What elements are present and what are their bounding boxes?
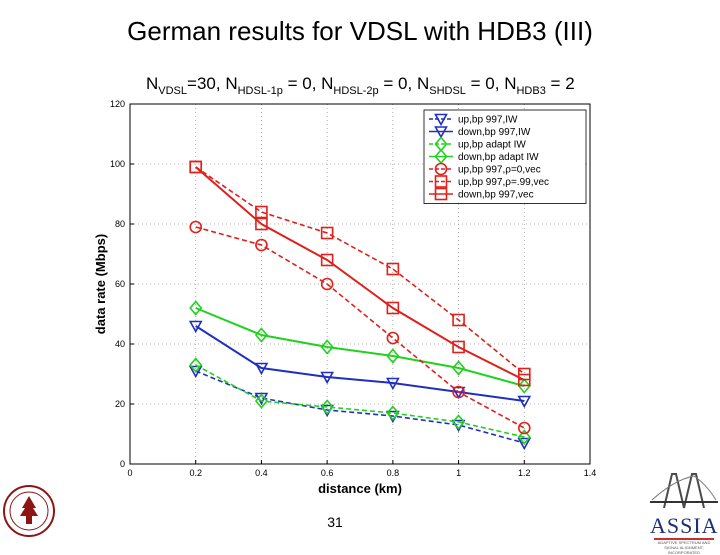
data-point: [452, 414, 466, 430]
data-point: [255, 238, 268, 252]
data-point: [254, 362, 269, 376]
x-tick-label: 0.4: [255, 468, 268, 478]
slide-title: German results for VDSL with HDB3 (III): [127, 16, 593, 46]
data-point: [254, 393, 268, 409]
data-point: [517, 421, 531, 435]
data-point: [189, 300, 203, 316]
formula-term-hdsl-2p: NHDSL-2p = 0,: [321, 74, 417, 97]
assia-underline: [654, 538, 714, 540]
series-line: [195, 325, 525, 402]
data-point: [517, 373, 531, 387]
data-point: [517, 378, 531, 394]
formula-term-hdb3: NHDB3 = 2: [504, 74, 575, 97]
data-point: [517, 437, 532, 451]
legend-label: up,bp 997,ρ=.99,vec: [458, 177, 549, 188]
legend-marker: [434, 187, 448, 201]
data-point: [254, 327, 268, 343]
x-tick-label: 1: [456, 468, 461, 478]
x-tick-label: 0.6: [321, 468, 334, 478]
data-point: [320, 371, 334, 385]
bridge-icon: [650, 473, 718, 509]
x-tick-label: 1.4: [584, 468, 597, 478]
data-point: [386, 262, 400, 276]
data-point: [255, 205, 268, 219]
y-tick-label: 20: [115, 399, 125, 409]
y-tick-label: 80: [115, 219, 125, 229]
series-line: [195, 166, 525, 381]
series-line: [195, 166, 525, 375]
data-point: [452, 340, 465, 354]
data-point: [320, 339, 334, 355]
data-point: [451, 386, 466, 400]
data-point: [188, 365, 203, 379]
x-tick-label: 1.2: [518, 468, 531, 478]
legend-label: up,bp adapt IW: [458, 140, 526, 151]
data-point: [189, 160, 203, 174]
data-point: [320, 226, 334, 240]
legend-marker: [434, 126, 448, 139]
legend-label: up,bp 997,IW: [458, 115, 518, 126]
data-point: [386, 331, 400, 345]
data-point: [255, 217, 268, 231]
data-point: [320, 253, 334, 267]
data-point: [189, 220, 203, 234]
formula-term-vdsl: NVDSL=30,: [146, 74, 226, 97]
data-point: [517, 429, 531, 445]
x-tick-label: 0.2: [189, 468, 202, 478]
data-point: [452, 385, 465, 399]
y-tick-label: 100: [110, 159, 125, 169]
legend-marker: [434, 162, 448, 176]
y-tick-label: 40: [115, 339, 125, 349]
y-tick-label: 120: [110, 99, 125, 109]
data-point: [386, 301, 400, 315]
assia-wordmark: ASSIA: [650, 513, 719, 538]
data-point: [517, 395, 532, 409]
data-point: [386, 377, 400, 391]
data-rate-chart: 0 0.2 0.4 0.6 0.8 1 1.2 1.4 0 20 40 60 80 100 120 dista…: [93, 99, 597, 496]
x-tick-label: 0.8: [387, 468, 400, 478]
data-point: [320, 399, 334, 415]
page-number: 31: [327, 514, 343, 530]
formula-term-shdsl: NSHDSL = 0,: [416, 74, 505, 97]
data-point: [188, 320, 203, 334]
data-point: [189, 357, 203, 373]
y-tick-label: 60: [115, 279, 125, 289]
data-point: [452, 360, 466, 376]
data-point: [320, 277, 334, 291]
y-tick-label: 0: [120, 459, 125, 469]
legend-marker: [434, 175, 448, 188]
series-line: [195, 226, 525, 429]
data-point: [452, 313, 465, 327]
legend-marker: [434, 113, 448, 127]
assia-tagline: ADAPTIVE SPECTRUM AND SIGNAL ALIGNMENT, …: [657, 540, 711, 555]
chart-heading-formula: NVDSL=30, NHDSL-1p = 0, NHDSL-2p = 0, NS…: [146, 74, 575, 97]
formula-term-hdsl-1p: NHDSL-1p = 0,: [225, 74, 322, 97]
x-axis-label: distance (km): [318, 481, 402, 496]
data-point: [386, 405, 400, 421]
assia-logo: ASSIA ADAPTIVE SPECTRUM AND SIGNAL ALIGN…: [650, 470, 718, 555]
university-seal-logo: [3, 485, 55, 537]
plot-frame: [129, 103, 591, 465]
series-line: [195, 364, 525, 438]
legend-label: up,bp 997,ρ=0,vec: [458, 165, 541, 176]
y-axis-label: data rate (Mbps): [93, 234, 108, 334]
data-point: [386, 348, 400, 364]
series-line: [195, 307, 525, 387]
legend-label: down,bp 997,IW: [458, 127, 531, 138]
legend-label: down,bp adapt IW: [458, 152, 539, 163]
x-tick-label: 0: [127, 468, 132, 478]
legend-label: down,bp 997,vec: [458, 190, 534, 201]
series-line: [195, 370, 525, 444]
